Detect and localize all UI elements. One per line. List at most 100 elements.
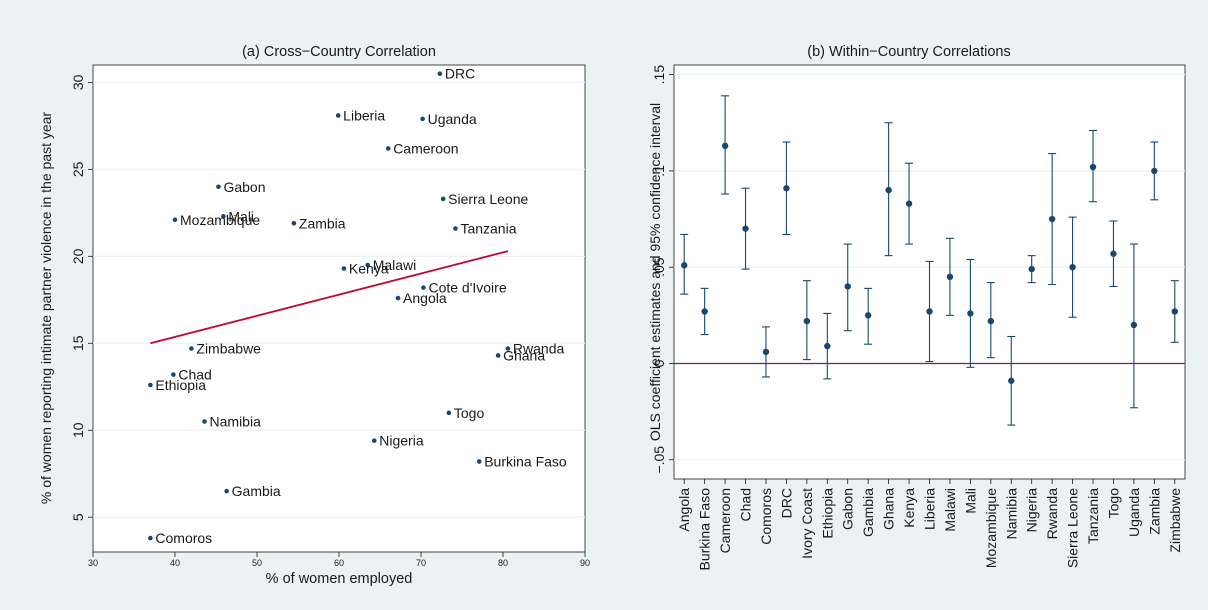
estimate-point	[762, 348, 770, 356]
point-label: Gabon	[223, 179, 265, 195]
estimate-point	[1130, 321, 1138, 329]
scatter-point	[335, 113, 341, 118]
x-tick-label: 30	[88, 558, 98, 568]
panel-b-category-labels: Angola Burkina Faso Cameroon Chad Comoros DRC…	[676, 479, 1183, 570]
estimate-point	[783, 185, 790, 192]
estimate-point	[946, 273, 954, 281]
category-label: Gabon	[840, 488, 856, 530]
y-tick-label: .05	[651, 257, 667, 277]
category-label: Nigeria	[1024, 488, 1040, 533]
panel-a-plot-area	[92, 64, 586, 553]
estimate-point	[905, 200, 913, 207]
estimate-point	[987, 317, 995, 325]
point-label: Angola	[403, 290, 447, 306]
scatter-point	[437, 71, 443, 76]
y-tick-label: 25	[70, 161, 86, 177]
estimate-point	[742, 225, 749, 232]
scatter-point	[495, 353, 501, 358]
category-label: Tanzania	[1085, 488, 1101, 544]
estimate-point	[1028, 265, 1035, 273]
panel-a-fit-line	[150, 250, 509, 345]
point-label: DRC	[445, 66, 475, 82]
category-label: Gambia	[860, 488, 876, 537]
point-label: Kenya	[349, 260, 389, 276]
scatter-point	[291, 220, 297, 226]
category-label: Mali	[962, 488, 978, 514]
scatter-point	[216, 184, 221, 190]
scatter-point	[395, 295, 401, 301]
panel-a-x-label: % of women employed	[266, 571, 413, 587]
point-label: Cote d'Ivoire	[428, 280, 506, 296]
scatter-point	[148, 535, 153, 541]
category-label: Sierra Leone	[1065, 488, 1081, 568]
panel-a-y-label: % of women reporting intimate partner vi…	[38, 112, 54, 505]
scatter-point	[440, 196, 446, 202]
estimate-point	[681, 262, 688, 269]
category-label: Uganda	[1126, 488, 1142, 537]
point-label: Mozambique	[180, 212, 260, 228]
scatter-point	[148, 382, 153, 388]
point-label: Gambia	[232, 483, 281, 499]
y-tick-label: 15	[70, 335, 86, 351]
category-label: Burkina Faso	[697, 488, 713, 571]
y-tick-label: 0	[651, 359, 667, 367]
y-tick-label: 10	[70, 422, 86, 438]
estimate-point	[824, 342, 831, 350]
point-label: Cameroon	[393, 140, 458, 156]
scatter-point	[505, 346, 511, 351]
panel-a-y-axis: 5 10 15 20 25 30	[70, 74, 93, 521]
scatter-point	[172, 217, 178, 223]
scatter-point	[446, 410, 452, 416]
point-label: Ethiopia	[155, 377, 206, 393]
category-label: Malawi	[942, 488, 958, 532]
estimate-point	[1151, 167, 1158, 175]
scatter-point	[476, 459, 482, 464]
estimate-point	[885, 186, 892, 194]
panel-a-grid	[93, 81, 585, 518]
estimate-point	[1110, 250, 1117, 257]
panel-cross-country: (a) Cross−Country Correlation 30 40 50 60 70…	[38, 44, 590, 587]
scatter-point	[341, 266, 347, 271]
scatter-point	[365, 262, 371, 268]
point-label: Malawi	[373, 257, 417, 273]
y-tick-label: 20	[70, 248, 86, 264]
panel-b-y-label: OLS coefficient estimates and 95% confid…	[647, 103, 663, 441]
estimate-point	[721, 142, 729, 150]
category-label: Namibia	[1003, 488, 1019, 540]
scatter-point	[221, 214, 226, 219]
estimate-point	[1069, 263, 1076, 271]
y-tick-label: 5	[70, 513, 86, 521]
scatter-point	[371, 438, 377, 443]
point-label: Rwanda	[513, 341, 565, 357]
panel-within-country: (b) Within−Country Correlations −.05 0 .05…	[647, 44, 1186, 570]
x-tick-label: 60	[334, 558, 344, 568]
scatter-point	[189, 346, 194, 351]
point-label: Togo	[454, 405, 485, 421]
panel-a-title: (a) Cross−Country Correlation	[242, 44, 436, 60]
panel-a-points: DRC Liberia Uganda Cameroon Gabon Sierra Leon…	[148, 66, 567, 546]
point-label: Burkina Faso	[484, 454, 567, 470]
x-tick-label: 80	[498, 558, 508, 568]
y-tick-label: .1	[651, 165, 667, 177]
scatter-point	[171, 372, 176, 377]
category-label: Liberia	[922, 488, 938, 530]
point-label: Uganda	[428, 111, 477, 127]
y-tick-label: .15	[651, 65, 667, 85]
estimate-point	[844, 283, 851, 290]
estimate-point	[1089, 163, 1097, 171]
category-label: Zambia	[1146, 488, 1162, 535]
category-label: Rwanda	[1044, 488, 1060, 540]
point-label: Liberia	[343, 107, 385, 123]
estimate-point	[864, 312, 872, 319]
point-label: Namibia	[210, 414, 262, 430]
y-tick-label: 30	[70, 74, 86, 90]
scatter-point	[453, 226, 458, 231]
x-tick-label: 40	[170, 558, 180, 568]
point-label: Tanzania	[460, 220, 516, 236]
panel-b-error-bars	[680, 95, 1179, 426]
panel-b-title: (b) Within−Country Correlations	[807, 44, 1010, 60]
category-label: Ivory Coast	[799, 488, 815, 559]
x-tick-label: 90	[580, 558, 590, 568]
point-label: Zambia	[299, 215, 346, 231]
